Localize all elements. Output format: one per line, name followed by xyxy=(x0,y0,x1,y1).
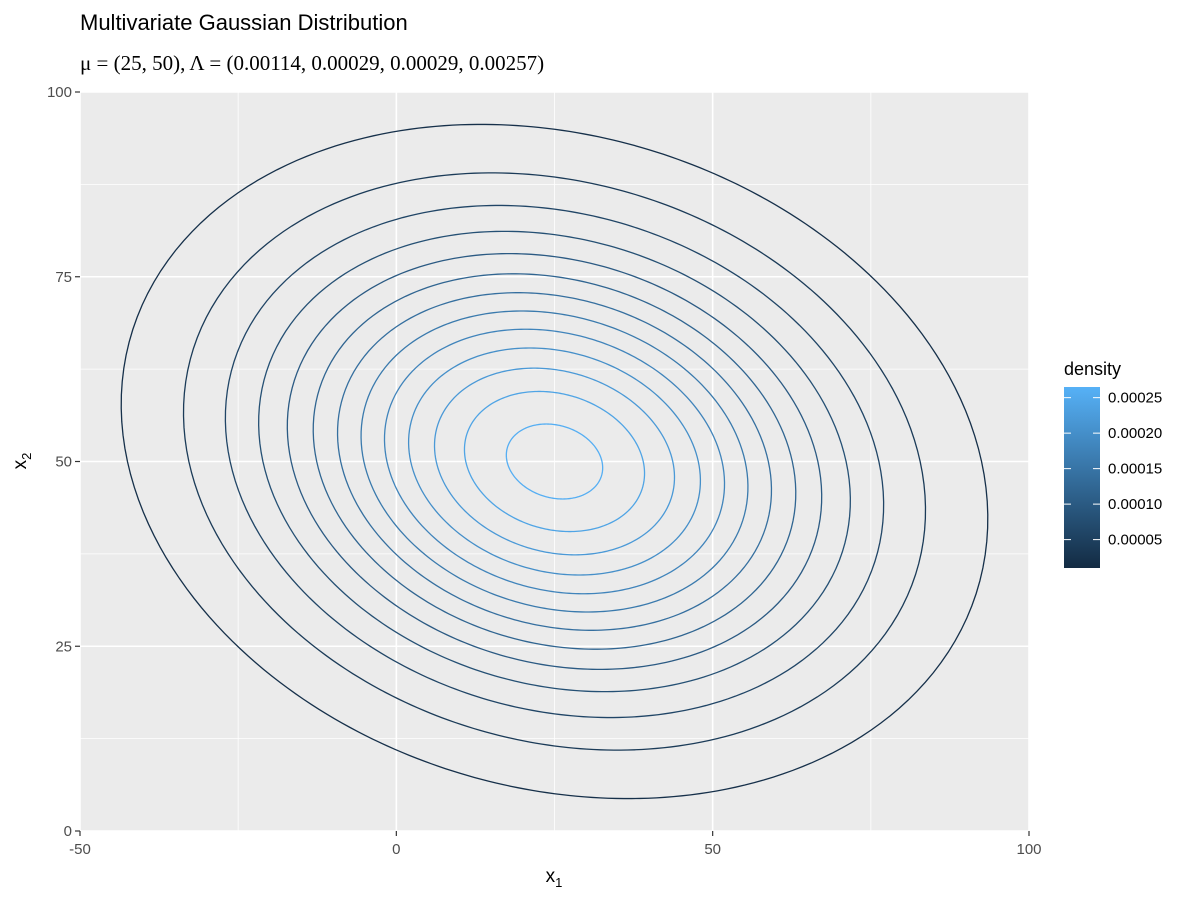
contour-line-12 xyxy=(505,423,604,500)
legend-title: density xyxy=(1064,359,1121,379)
y-tick-label-0: 0 xyxy=(64,823,72,840)
x-tick-label-1: 0 xyxy=(392,841,400,858)
legend-label-2: 0.00015 xyxy=(1108,461,1162,478)
x-tick-label-2: 50 xyxy=(704,841,721,858)
contour-line-2 xyxy=(224,204,885,719)
y-tick-label-4: 100 xyxy=(47,84,72,101)
contour-line-3 xyxy=(258,230,851,693)
y-tick-label-3: 75 xyxy=(55,269,72,286)
contour-line-4 xyxy=(286,252,823,671)
legend-label-3: 0.00020 xyxy=(1108,425,1162,442)
contour-line-9 xyxy=(407,347,702,576)
x-tick-label-3: 100 xyxy=(1016,841,1041,858)
x-axis: -50 0 50 100 xyxy=(69,831,1042,858)
y-axis-title-subscript: 2 xyxy=(19,453,34,460)
legend-label-0: 0.00005 xyxy=(1108,532,1162,549)
x-axis-title-subscript: 1 xyxy=(555,875,562,890)
legend-label-1: 0.00010 xyxy=(1108,496,1162,513)
x-axis-title-base: x xyxy=(546,866,556,887)
contour-lines xyxy=(120,123,989,800)
legend: density 0.000050.000100.000150.000200.00… xyxy=(1064,359,1162,568)
chart-subtitle: μ = (25, 50), Λ = (0.00114, 0.00029, 0.0… xyxy=(80,51,544,75)
contour-line-5 xyxy=(312,273,797,650)
contour-line-10 xyxy=(433,367,676,556)
y-tick-label-2: 50 xyxy=(55,454,72,471)
contour-line-1 xyxy=(182,172,927,751)
y-axis-title-base: x xyxy=(10,459,31,469)
contour-line-11 xyxy=(463,390,646,533)
legend-colorbar xyxy=(1064,387,1100,568)
y-axis-title: x2 xyxy=(10,453,34,470)
x-tick-label-0: -50 xyxy=(69,841,91,858)
contour-line-6 xyxy=(336,292,773,631)
y-tick-label-1: 25 xyxy=(55,638,72,655)
contour-line-8 xyxy=(383,328,726,595)
contour-line-7 xyxy=(360,310,749,613)
x-axis-title: x1 xyxy=(546,866,563,890)
chart-title: Multivariate Gaussian Distribution xyxy=(80,10,408,35)
y-axis: 0 25 50 75 100 xyxy=(47,84,80,840)
contour-line-0 xyxy=(120,123,989,800)
legend-ticks: 0.00005 0.00010 0.00015 0.00020 0.00025 xyxy=(1064,390,1162,549)
legend-label-4: 0.00025 xyxy=(1108,390,1162,407)
